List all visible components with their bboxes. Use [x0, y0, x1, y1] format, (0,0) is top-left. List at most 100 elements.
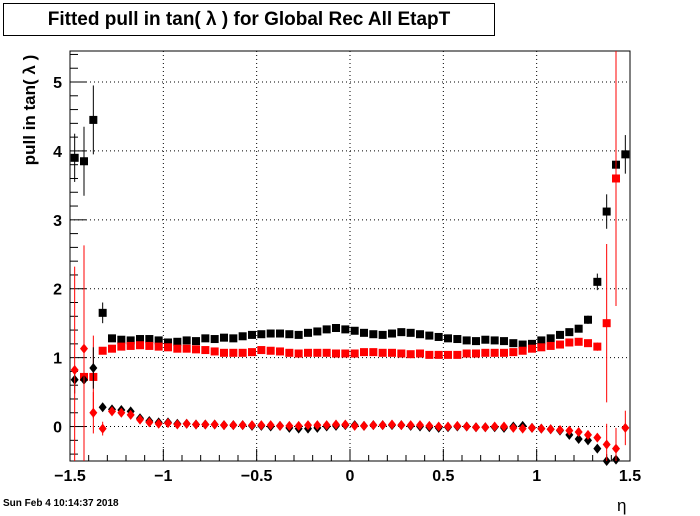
data-point-square [257, 346, 266, 355]
data-point-diamond [612, 443, 620, 454]
data-point-square [593, 277, 602, 286]
data-point-square [369, 348, 378, 357]
data-point-square [266, 346, 275, 355]
data-point-square [397, 328, 406, 337]
data-point-diamond [397, 420, 406, 431]
data-point-square [154, 342, 163, 351]
data-point-diamond [332, 419, 340, 430]
data-point-square [602, 319, 611, 328]
data-point-diamond [192, 419, 200, 430]
data-point-diamond [621, 422, 630, 433]
data-point-square [294, 330, 303, 339]
data-point-diamond [220, 420, 228, 431]
data-point-square [182, 344, 191, 353]
data-point-diamond [117, 407, 126, 418]
data-point-square [518, 340, 527, 349]
data-point-square [313, 327, 322, 336]
data-point-square [117, 335, 126, 344]
data-point-square [108, 334, 116, 343]
data-point-square [117, 342, 126, 351]
data-point-diamond [528, 422, 536, 433]
data-point-square [500, 348, 508, 357]
data-point-square [406, 328, 415, 337]
x-tick-label: 1 [532, 468, 541, 485]
chart-title: Fitted pull in tan( λ ) for Global Rec A… [47, 9, 451, 30]
data-point-diamond [593, 443, 602, 454]
x-tick-label: 0.5 [432, 468, 454, 485]
data-point-square [154, 336, 163, 345]
data-point-square [462, 336, 471, 345]
data-point-square [285, 330, 294, 339]
data-point-diamond [266, 420, 275, 431]
data-point-square [341, 349, 350, 358]
data-point-square [80, 157, 88, 166]
data-point-square [434, 332, 443, 341]
data-point-square [248, 348, 256, 357]
data-point-diamond [490, 421, 499, 432]
timestamp: Sun Feb 4 10:14:37 2018 [3, 498, 119, 509]
data-point-diamond [89, 407, 98, 418]
data-point-square [584, 315, 592, 324]
data-point-diamond [462, 421, 471, 432]
data-point-square [444, 350, 452, 359]
data-point-diamond [136, 414, 144, 425]
y-tick-label: 4 [53, 144, 62, 161]
data-point-square [350, 326, 359, 335]
data-point-diamond [98, 402, 107, 413]
data-point-diamond [322, 420, 331, 431]
data-point-square [602, 207, 611, 216]
data-point-square [472, 337, 480, 346]
data-point-square [593, 342, 602, 351]
data-point-square [518, 346, 527, 355]
data-point-square [537, 343, 546, 352]
data-point-square [388, 348, 396, 357]
data-point-diamond [89, 362, 98, 373]
data-point-square [388, 329, 396, 338]
data-point-square [621, 150, 630, 159]
data-point-square [574, 324, 583, 333]
data-point-square [462, 349, 471, 358]
data-point-square [332, 324, 340, 333]
data-point-diamond [472, 422, 480, 433]
data-point-square [556, 330, 564, 339]
data-point-square [98, 308, 107, 317]
data-point-diamond [126, 409, 135, 420]
data-point-diamond [584, 435, 592, 446]
data-point-square [304, 348, 312, 357]
data-point-square [369, 330, 378, 339]
data-point-square [360, 348, 368, 357]
data-point-diamond [556, 424, 564, 435]
data-point-diamond [518, 423, 527, 434]
data-point-diamond [406, 420, 415, 431]
data-point-diamond [108, 406, 116, 417]
data-point-square [378, 348, 387, 357]
data-point-square [490, 336, 499, 345]
data-point-square [546, 334, 555, 343]
y-tick-label: 3 [53, 213, 62, 230]
data-point-diamond [416, 420, 424, 431]
data-point-diamond [574, 433, 583, 444]
data-point-diamond [388, 419, 396, 430]
data-point-square [453, 350, 462, 359]
data-point-square [537, 336, 546, 345]
data-point-square [546, 341, 555, 350]
data-point-diamond [434, 421, 443, 432]
data-point-square [182, 336, 191, 345]
data-point-square [416, 330, 424, 339]
data-point-square [509, 339, 518, 348]
data-point-square [453, 335, 462, 344]
data-point-diamond [537, 423, 546, 434]
data-point-diamond [182, 418, 191, 429]
data-point-diamond [425, 420, 434, 431]
data-point-square [89, 115, 98, 124]
data-point-square [528, 339, 536, 348]
data-point-square [173, 344, 182, 353]
data-point-square [238, 332, 247, 341]
data-point-square [360, 328, 368, 337]
data-point-square [257, 330, 266, 339]
data-point-square [276, 347, 284, 356]
data-point-diamond [369, 420, 378, 431]
data-point-square [126, 341, 135, 350]
data-point-square [126, 336, 135, 345]
data-point-diamond [294, 420, 303, 431]
